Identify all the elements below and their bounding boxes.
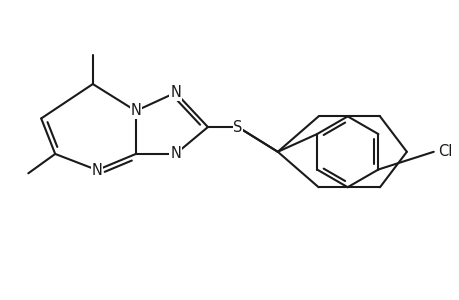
Text: N: N <box>130 103 141 118</box>
Text: Cl: Cl <box>437 144 452 159</box>
Text: N: N <box>170 85 181 100</box>
Text: N: N <box>170 146 181 161</box>
Text: N: N <box>91 163 102 178</box>
Text: S: S <box>233 120 242 135</box>
